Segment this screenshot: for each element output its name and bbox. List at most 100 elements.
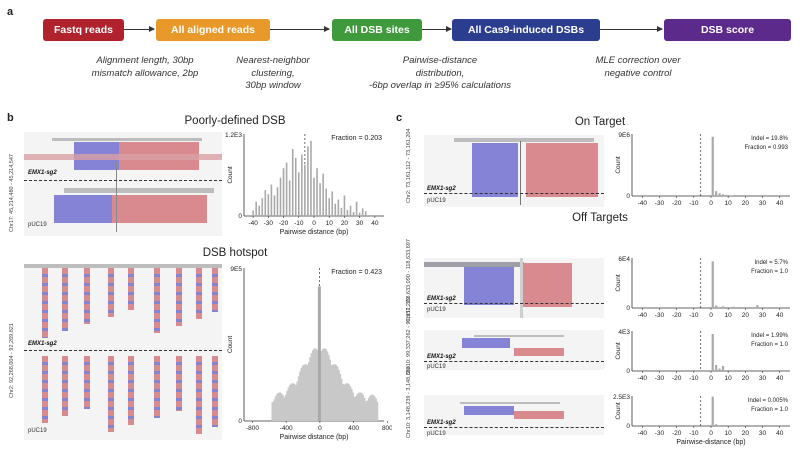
x-tick-label: 10	[725, 200, 733, 207]
read-pileup-poorly	[24, 132, 222, 236]
x-tick-label: 0	[318, 425, 322, 432]
x-tick-label: 30	[759, 430, 767, 437]
histogram-bar	[367, 397, 371, 421]
sample-label-emx1: EMX1-sg2	[28, 170, 57, 176]
x-axis-label: Pairwise distance (bp)	[280, 434, 349, 441]
histogram-bar	[739, 307, 742, 308]
x-tick-label: -30	[655, 375, 665, 382]
x-tick-label: -30	[655, 312, 665, 319]
histogram-bar	[346, 209, 349, 216]
histogram-bar	[294, 157, 297, 216]
coord-chr2: Chr2: 92,268,004 - 92,269,821	[9, 323, 15, 398]
y-max-label: 2.5E3	[613, 394, 630, 401]
histogram-bar	[361, 208, 364, 216]
y-tick-label: 0	[626, 193, 630, 200]
arrow-3	[422, 26, 452, 32]
histogram-bar	[340, 207, 343, 216]
histogram-bar	[356, 394, 359, 421]
c-sample-label-2: EMX1-sg2	[427, 296, 456, 302]
read-streak	[196, 268, 202, 319]
histogram-bar	[715, 424, 718, 426]
step-all-aligned-reads: All aligned reads	[156, 19, 270, 41]
y-axis-label: Count	[227, 166, 234, 184]
x-axis-label: Pairwise distance (bp)	[280, 229, 349, 236]
c-sample-label-1: EMX1-sg2	[427, 186, 456, 192]
chart-annotation: Fraction = 0.423	[331, 269, 382, 276]
read-streak	[84, 268, 90, 324]
read-streak	[42, 356, 48, 423]
panel-letter-c: c	[396, 112, 403, 124]
histogram-bar	[279, 177, 282, 216]
x-tick-label: -40	[638, 200, 648, 207]
histogram-off-target-2: 4E3 0 Count -40 -30 -20 -10 0 10 20 30 40 Indel = 1.…	[615, 329, 790, 382]
panel-letter-a: a	[7, 6, 14, 18]
read-pileup-off-target-3	[424, 395, 604, 435]
read-streak	[62, 356, 68, 416]
x-tick-label: -30	[264, 220, 274, 227]
histogram-bar	[725, 194, 728, 196]
x-tick-label: 0	[709, 375, 713, 382]
x-tick-label: -20	[672, 200, 682, 207]
coord-chr17: Chr17: 45,214,480 - 45,214,547	[9, 154, 15, 232]
read-streak	[42, 268, 48, 338]
histogram-bar	[276, 187, 279, 216]
x-tick-label: 0	[709, 430, 713, 437]
x-tick-label: 10	[725, 375, 733, 382]
x-tick-label: 20	[742, 200, 750, 207]
panel-letter-b: b	[7, 112, 14, 124]
histogram-bar	[721, 306, 725, 308]
histogram-bar	[307, 146, 309, 216]
histogram-bar	[258, 205, 261, 216]
x-tick-label: -10	[689, 312, 699, 319]
read-pileup-on-target	[424, 135, 604, 207]
histogram-bar	[270, 184, 273, 216]
histogram-bar	[316, 168, 318, 216]
histogram-bar	[349, 205, 352, 216]
read-streak	[108, 356, 114, 432]
histogram-bar	[364, 211, 367, 216]
read-pileup-off-target-1	[424, 258, 604, 318]
read-streak	[154, 268, 160, 333]
chart-annotation: Fraction = 1.0	[751, 269, 789, 275]
y-max-label: 9E6	[618, 132, 630, 139]
control-label-puc19: pUC19	[28, 222, 47, 228]
histogram-bar	[721, 194, 725, 196]
c-coord-4: Chr10: 3,148,239 - 3,148,363	[406, 366, 412, 438]
x-tick-label: 10	[725, 430, 733, 437]
histogram-bar	[276, 393, 279, 421]
c-control-label-3: pUC19	[427, 364, 446, 370]
histogram-bar	[255, 201, 257, 216]
note-mle: MLE correction over negative control	[595, 55, 681, 79]
step-all-dsb-sites: All DSB sites	[332, 19, 422, 41]
histogram-bar-peak	[317, 286, 321, 421]
read-streak	[212, 356, 218, 427]
histogram-bar	[252, 210, 254, 216]
histogram-hotspot: 9E5 0 Count -800 -400 0 400 800 Pairwise distanc…	[227, 266, 392, 441]
x-tick-label: 40	[776, 430, 784, 437]
c-control-label-4: pUC19	[427, 431, 446, 437]
histogram-bar	[285, 162, 288, 216]
histogram-bar	[301, 154, 303, 216]
step-fastq-reads: Fastq reads	[43, 19, 124, 41]
c-control-label-1: pUC19	[427, 198, 446, 204]
histogram-bar	[369, 395, 372, 421]
x-tick-label: 0	[312, 220, 316, 227]
note-pairwise: Pairwise-distance distribution, -6bp overl…	[369, 55, 511, 91]
x-tick-label: 400	[348, 425, 359, 432]
read-pileup-off-target-2	[424, 330, 604, 370]
histogram-bar	[718, 368, 721, 371]
c-divider-4	[424, 427, 604, 428]
read-pileup-hotspot	[24, 264, 222, 440]
chart-annotation: Indel = 5.7%	[754, 260, 788, 266]
x-tick-label: 20	[742, 375, 750, 382]
histogram-bar	[376, 401, 379, 421]
c-sample-label-4: EMX1-sg2	[427, 420, 456, 426]
x-tick-label: -10	[689, 200, 699, 207]
x-tick-label: 20	[742, 430, 750, 437]
c-control-label-2: pUC19	[427, 307, 446, 313]
x-tick-label: 20	[341, 220, 349, 227]
y-tick-label: 0	[626, 423, 630, 430]
histogram-off-target-3: 2.5E3 0 Count -40 -30 -20 -10 0 10 20 30 40 Pairwise…	[613, 394, 790, 446]
histogram-bar	[337, 199, 340, 216]
histogram-bar	[288, 180, 291, 216]
